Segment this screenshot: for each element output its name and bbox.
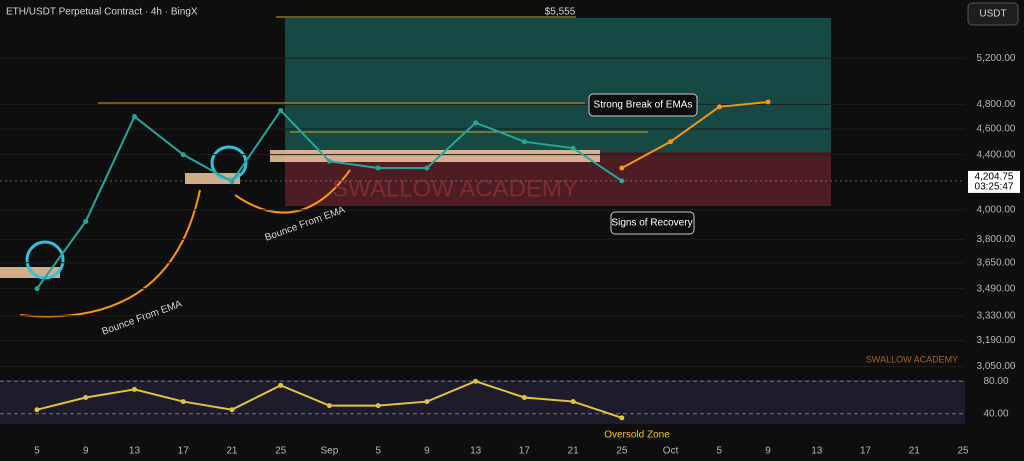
y-tick-label: 4,800.00	[977, 99, 1016, 110]
point	[473, 120, 479, 126]
point	[278, 382, 284, 388]
point	[180, 399, 186, 405]
x-tick-label: 21	[568, 446, 580, 457]
price-line	[621, 100, 769, 169]
point	[83, 395, 89, 400]
x-tick-label: 9	[83, 446, 89, 457]
rsi-band	[0, 380, 965, 424]
arrow	[234, 169, 351, 214]
x-tick-label: Oct	[663, 446, 679, 457]
unit: USDT	[979, 9, 1006, 20]
annotation: Signs of Recovery	[611, 218, 692, 229]
x-tick-label: 17	[519, 446, 531, 457]
y-tick-label: 3,330.00	[977, 310, 1016, 321]
point	[131, 386, 137, 392]
chart-title: ETH/USDT Perpetual Contract · 4h · BingX	[6, 7, 198, 18]
point	[521, 395, 527, 400]
point	[521, 139, 527, 145]
y-tick-label: 3,190.00	[977, 335, 1016, 346]
x-tick-label: 17	[178, 446, 190, 457]
point	[424, 399, 430, 405]
y-tick-label: 5,200.00	[977, 53, 1016, 64]
x-tick-label: 9	[424, 446, 430, 457]
countdown: 03:25:47	[975, 182, 1014, 193]
point	[229, 407, 235, 413]
profit-zone	[285, 18, 831, 152]
y-tick-label: 3,490.00	[977, 283, 1016, 294]
point	[131, 114, 137, 120]
point	[424, 165, 430, 171]
y-tick-label: 3,650.00	[977, 257, 1016, 268]
support-zone	[185, 173, 240, 184]
y-tick-label: 3,050.00	[977, 361, 1016, 372]
annotation: Strong Break of EMAs	[594, 100, 693, 111]
x-tick-label: 13	[129, 446, 141, 457]
last-price-box	[968, 170, 1020, 193]
annotation: SWALLOW ACADEMY	[332, 175, 578, 202]
support-zone	[270, 150, 600, 162]
x-tick-label: 17	[860, 446, 872, 457]
point	[180, 152, 186, 158]
annotation: SWALLOW ACADEMY	[866, 354, 958, 364]
point	[375, 165, 381, 171]
point	[278, 107, 284, 113]
y-tick-label: 4,600.00	[977, 124, 1016, 135]
x-tick-label: 9	[765, 446, 771, 457]
point	[326, 403, 332, 409]
point	[326, 158, 332, 164]
point	[570, 145, 576, 151]
y-tick-label: 80.00	[983, 376, 1008, 387]
x-tick-label: 25	[275, 446, 287, 457]
y-tick-label: 40.00	[983, 408, 1008, 419]
point	[83, 218, 89, 224]
x-tick-label: 13	[811, 446, 823, 457]
x-tick-label: 25	[616, 446, 628, 457]
point	[619, 165, 625, 171]
annotation: Oversold Zone	[604, 430, 670, 441]
x-tick-label: 21	[226, 446, 238, 457]
last-price: 4,204.75	[975, 172, 1014, 183]
x-tick-label: 21	[909, 446, 921, 457]
point	[34, 286, 40, 292]
point	[668, 139, 674, 145]
y-tick-label: 3,800.00	[977, 234, 1016, 245]
annotation-box	[588, 93, 698, 117]
x-tick-label: 5	[375, 446, 381, 457]
x-tick-label: Sep	[321, 446, 339, 457]
point	[473, 378, 479, 384]
y-tick-label: 4,400.00	[977, 149, 1016, 160]
point	[34, 407, 40, 413]
point	[229, 179, 235, 185]
x-tick-label: 5	[34, 446, 40, 457]
point	[570, 399, 576, 405]
x-tick-label: 13	[470, 446, 482, 457]
point	[765, 99, 771, 105]
point	[619, 415, 625, 421]
annotation-box	[610, 211, 695, 235]
unit-box	[967, 2, 1019, 26]
x-tick-label: 5	[717, 446, 723, 457]
point	[375, 403, 381, 409]
support-zone	[0, 267, 60, 278]
annotation: $5,555	[545, 7, 576, 18]
point	[716, 104, 722, 110]
x-tick-label: 25	[957, 446, 969, 457]
y-tick-label: 4,000.00	[977, 204, 1016, 215]
